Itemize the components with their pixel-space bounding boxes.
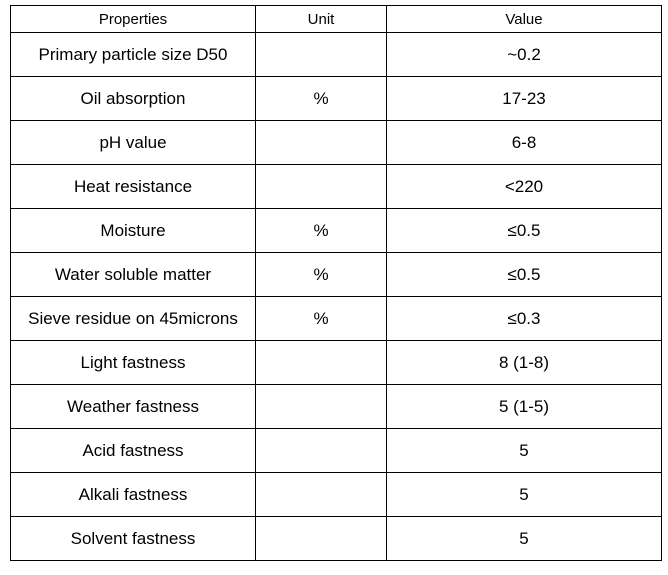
table-row: Acid fastness 5 <box>10 428 662 473</box>
value-cell: ~0.2 <box>386 32 662 77</box>
unit-cell <box>255 120 387 165</box>
table-row: Primary particle size D50 ~0.2 <box>10 32 662 77</box>
property-cell: Weather fastness <box>10 384 256 429</box>
unit-cell <box>255 32 387 77</box>
table-row: Solvent fastness 5 <box>10 516 662 561</box>
unit-cell <box>255 516 387 561</box>
unit-cell: % <box>255 296 387 341</box>
table-row: Heat resistance <220 <box>10 164 662 209</box>
unit-cell <box>255 428 387 473</box>
table-row: pH value 6-8 <box>10 120 662 165</box>
table-row: Oil absorption% 17-23 <box>10 76 662 121</box>
value-cell: <220 <box>386 164 662 209</box>
unit-cell: % <box>255 252 387 297</box>
value-cell: 17-23 <box>386 76 662 121</box>
property-cell: Light fastness <box>10 340 256 385</box>
property-cell: Heat resistance <box>10 164 256 209</box>
property-cell: Moisture <box>10 208 256 253</box>
header-value: Value <box>386 5 662 33</box>
header-unit: Unit <box>255 5 387 33</box>
property-cell: pH value <box>10 120 256 165</box>
table-row: Water soluble matter% ≤0.5 <box>10 252 662 297</box>
table-row: Light fastness 8 (1-8) <box>10 340 662 385</box>
unit-cell <box>255 384 387 429</box>
property-cell: Alkali fastness <box>10 472 256 517</box>
value-cell: 5 (1-5) <box>386 384 662 429</box>
property-cell: Solvent fastness <box>10 516 256 561</box>
value-cell: ≤0.5 <box>386 252 662 297</box>
unit-cell <box>255 340 387 385</box>
value-cell: 6-8 <box>386 120 662 165</box>
table-row: Moisture% ≤0.5 <box>10 208 662 253</box>
property-cell: Water soluble matter <box>10 252 256 297</box>
property-cell: Sieve residue on 45microns <box>10 296 256 341</box>
table-header-row: Properties Unit Value <box>10 5 662 33</box>
property-cell: Oil absorption <box>10 76 256 121</box>
unit-cell <box>255 472 387 517</box>
unit-cell: % <box>255 76 387 121</box>
unit-cell: % <box>255 208 387 253</box>
value-cell: ≤0.3 <box>386 296 662 341</box>
header-properties: Properties <box>10 5 256 33</box>
properties-table: Properties Unit Value Primary particle s… <box>10 5 662 561</box>
value-cell: 8 (1-8) <box>386 340 662 385</box>
value-cell: 5 <box>386 516 662 561</box>
table-row: Sieve residue on 45microns% ≤0.3 <box>10 296 662 341</box>
table-row: Alkali fastness 5 <box>10 472 662 517</box>
value-cell: 5 <box>386 472 662 517</box>
table-row: Weather fastness 5 (1-5) <box>10 384 662 429</box>
property-cell: Primary particle size D50 <box>10 32 256 77</box>
value-cell: ≤0.5 <box>386 208 662 253</box>
unit-cell <box>255 164 387 209</box>
property-cell: Acid fastness <box>10 428 256 473</box>
value-cell: 5 <box>386 428 662 473</box>
